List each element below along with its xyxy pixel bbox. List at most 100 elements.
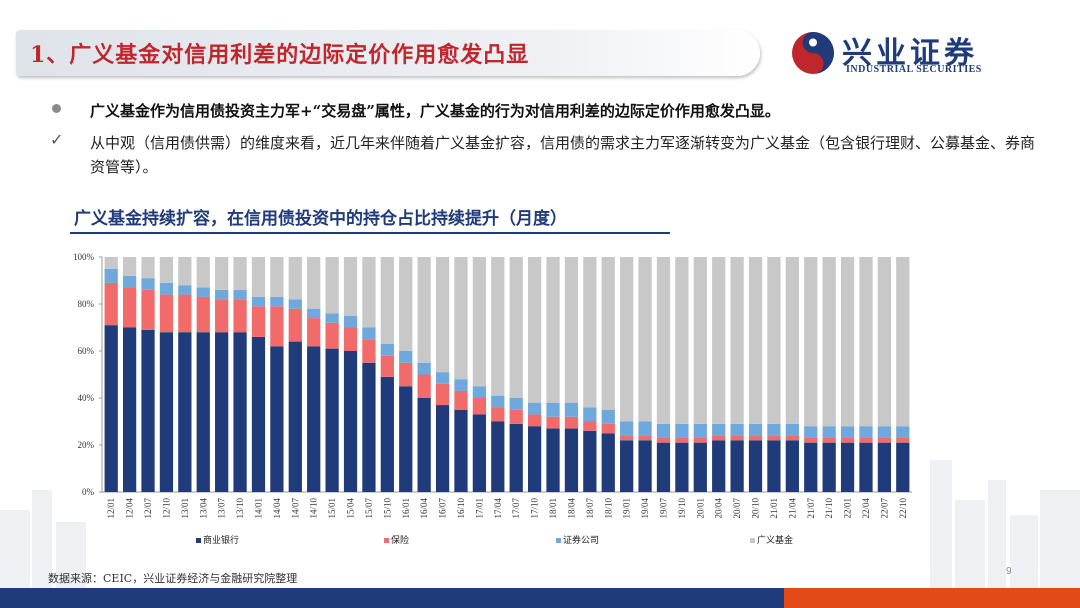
title-banner — [16, 30, 760, 76]
bar-segment-fund — [785, 257, 799, 424]
bar-segment-bank — [435, 405, 450, 492]
bar-segment-insurance — [822, 437, 836, 443]
bar-segment-fund — [730, 257, 744, 424]
bar-segment-insurance — [748, 435, 763, 441]
bar-segment-bank — [288, 341, 302, 492]
bar-segment-insurance — [343, 327, 358, 351]
checkmark-icon: ✓ — [50, 130, 64, 149]
bar-segment-insurance — [601, 423, 615, 434]
bar-segment-bank — [215, 332, 229, 492]
bar-segment-bank — [122, 327, 137, 492]
bar-segment-broker — [564, 402, 579, 417]
x-tick-label: 15/07 — [364, 498, 374, 519]
bar-segment-insurance — [399, 362, 413, 387]
bar-segment-insurance — [638, 435, 652, 441]
bar-segment-broker — [417, 362, 431, 375]
x-tick-label: 12/10 — [161, 498, 171, 519]
x-tick-label: 13/07 — [217, 498, 227, 519]
bar-segment-insurance — [620, 435, 634, 441]
x-tick-label: 21/04 — [787, 498, 797, 519]
bar-segment-bank — [362, 362, 376, 492]
bar-segment-bank — [399, 386, 413, 492]
bar-segment-fund — [527, 257, 542, 403]
bar-segment-bank — [822, 442, 836, 492]
bar-segment-fund — [307, 257, 321, 309]
bar-segment-fund — [178, 257, 192, 286]
skyline-background — [0, 460, 1080, 588]
x-tick-label: 12/07 — [143, 498, 153, 519]
bar-segment-bank — [417, 398, 431, 492]
bar-segment-bank — [712, 440, 726, 492]
bar-segment-insurance — [785, 435, 799, 441]
bar-segment-broker — [472, 386, 487, 398]
bar-segment-broker — [712, 423, 726, 436]
bar-segment-fund — [417, 257, 431, 363]
bar-segment-fund — [196, 257, 210, 288]
bar-segment-fund — [325, 257, 339, 314]
bar-segment-broker — [583, 407, 597, 422]
bar-segment-fund — [141, 257, 155, 279]
bar-segment-insurance — [859, 437, 873, 443]
legend-swatch-broker — [556, 538, 561, 543]
bar-segment-insurance — [491, 407, 505, 422]
x-tick-label: 14/07 — [290, 498, 300, 519]
bar-segment-bank — [896, 442, 910, 492]
x-tick-label: 22/01 — [843, 498, 853, 519]
bar-segment-bank — [233, 332, 247, 492]
bar-segment-insurance — [122, 287, 137, 328]
data-source: 数据来源：CEIC，兴业证券经济与金融研究院整理 — [48, 572, 298, 585]
bar-segment-fund — [251, 257, 266, 297]
bar-segment-broker — [288, 299, 302, 309]
bar-segment-fund — [491, 257, 505, 396]
bar-segment-broker — [804, 426, 818, 438]
main-bullet-text: 广义基金作为信用债投资主力军+“交易盘”属性，广义基金的行为对信用利差的边际定价… — [90, 102, 780, 120]
x-tick-label: 16/01 — [401, 498, 411, 519]
bar-segment-broker — [840, 426, 855, 438]
bar-segment-fund — [104, 257, 118, 269]
bar-segment-broker — [307, 308, 321, 319]
x-tick-label: 14/04 — [272, 498, 282, 519]
bar-segment-bank — [601, 433, 615, 492]
bar-segment-bank — [178, 332, 192, 492]
bar-segment-bank — [767, 440, 781, 492]
y-tick-label: 100% — [73, 252, 95, 262]
bar-segment-broker — [104, 268, 118, 283]
bar-segment-fund — [122, 257, 137, 276]
bar-segment-insurance — [141, 289, 155, 330]
x-tick-label: 17/04 — [493, 498, 503, 519]
x-tick-label: 20/01 — [695, 498, 705, 519]
bar-segment-fund — [270, 257, 284, 297]
bar-segment-bank — [343, 351, 358, 492]
bar-segment-bank — [785, 440, 799, 492]
bar-segment-fund — [159, 257, 174, 283]
bar-segment-insurance — [693, 437, 707, 443]
bar-segment-fund — [822, 257, 836, 427]
legend-label-bank: 商业银行 — [203, 534, 239, 546]
bar-segment-insurance — [583, 421, 597, 431]
bar-segment-broker — [325, 313, 339, 323]
x-tick-label: 18/01 — [548, 498, 558, 519]
bar-segment-insurance — [896, 437, 910, 443]
bar-segment-fund — [380, 257, 394, 344]
bar-segment-broker — [877, 426, 892, 438]
x-tick-label: 19/04 — [640, 498, 650, 519]
bar-segment-insurance — [656, 437, 671, 443]
bar-segment-fund — [546, 257, 560, 403]
bar-segment-bank — [693, 442, 707, 492]
bar-segment-broker — [656, 423, 671, 438]
x-tick-label: 16/07 — [438, 498, 448, 519]
y-tick-label: 80% — [78, 299, 95, 309]
page-title: 1、广义基金对信用利差的边际定价作用愈发凸显 — [30, 42, 530, 68]
bar-segment-insurance — [877, 437, 892, 443]
bar-segment-broker — [693, 423, 707, 438]
bar-segment-insurance — [675, 437, 689, 443]
bar-segment-fund — [472, 257, 487, 387]
bar-segment-bank — [730, 440, 744, 492]
bar-segment-bank — [675, 442, 689, 492]
bar-segment-broker — [859, 426, 873, 438]
bar-segment-insurance — [251, 306, 266, 337]
x-tick-label: 21/10 — [824, 498, 834, 519]
x-tick-label: 12/01 — [106, 498, 116, 519]
bar-segment-broker — [380, 343, 394, 356]
x-tick-label: 16/04 — [419, 498, 429, 519]
